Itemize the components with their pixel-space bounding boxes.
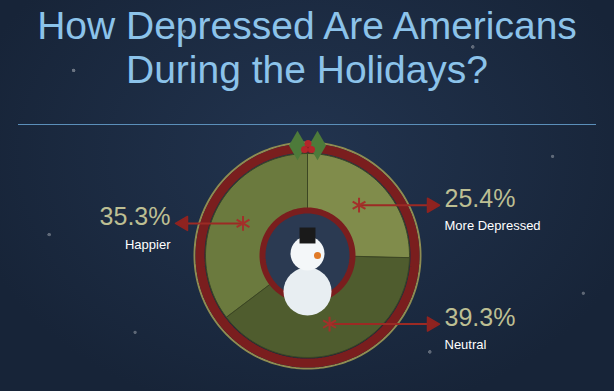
svg-text:39.3%: 39.3% <box>445 303 516 331</box>
svg-text:35.3%: 35.3% <box>100 202 171 230</box>
svg-text:Happier: Happier <box>125 237 171 252</box>
svg-text:Neutral: Neutral <box>445 337 487 352</box>
html-text:How Depressed Are Americans Du: How Depressed Are Americans During the H… <box>37 4 577 91</box>
svg-text:25.4%: 25.4% <box>445 184 516 212</box>
svg-text:More Depressed: More Depressed <box>445 218 541 233</box>
